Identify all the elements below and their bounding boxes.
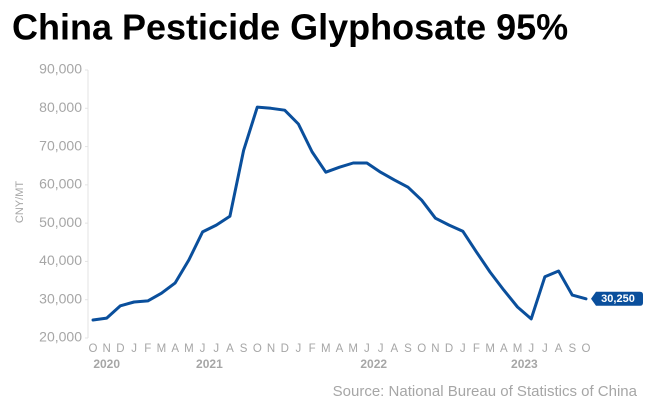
value-label: 30,250	[601, 293, 635, 305]
x-tick-label: S	[240, 343, 248, 355]
x-tick-label: M	[348, 343, 358, 355]
x-tick-label: A	[555, 343, 563, 355]
x-tick-label: M	[184, 343, 194, 355]
y-tick-label: 80,000	[39, 99, 82, 115]
y-tick-label: 20,000	[39, 329, 82, 345]
x-tick-label: S	[568, 343, 576, 355]
x-tick-label: A	[500, 343, 508, 355]
x-tick-label: O	[89, 343, 98, 355]
x-tick-label: F	[473, 343, 480, 355]
data-line	[91, 105, 588, 322]
x-tick-label: S	[404, 343, 412, 355]
x-tick-label: J	[131, 343, 137, 355]
y-axis-label: CNY/MT	[14, 181, 26, 223]
x-tick-label: M	[321, 343, 331, 355]
year-label: 2021	[196, 357, 223, 371]
x-tick-label: J	[542, 343, 548, 355]
x-tick-label: O	[417, 343, 426, 355]
y-tick-label: 40,000	[39, 252, 82, 268]
x-tick-label: O	[253, 343, 262, 355]
x-tick-label: N	[431, 343, 439, 355]
x-tick-label: M	[485, 343, 495, 355]
year-label: 2020	[93, 357, 120, 371]
x-tick-label: J	[213, 343, 219, 355]
x-tick-label: A	[390, 343, 398, 355]
x-tick-label: D	[445, 343, 453, 355]
x-tick-label: J	[460, 343, 466, 355]
source-note: Source: National Bureau of Statistics of…	[333, 383, 638, 400]
x-tick-label: J	[364, 343, 370, 355]
x-tick-label: D	[116, 343, 124, 355]
y-tick-label: 70,000	[39, 137, 82, 153]
year-label: 2022	[360, 357, 387, 371]
x-tick-label: N	[267, 343, 275, 355]
x-tick-label: F	[144, 343, 151, 355]
x-tick-label: J	[378, 343, 384, 355]
x-tick-label: A	[336, 343, 344, 355]
x-tick-label: M	[513, 343, 523, 355]
x-tick-label: J	[528, 343, 534, 355]
x-tick-label: M	[157, 343, 167, 355]
x-tick-label: F	[309, 343, 316, 355]
x-tick-label: A	[226, 343, 234, 355]
value-label-box	[591, 291, 643, 306]
x-tick-label: J	[296, 343, 302, 355]
x-tick-label: N	[103, 343, 111, 355]
y-tick-label: 60,000	[39, 176, 82, 192]
y-tick-label: 50,000	[39, 214, 82, 230]
x-tick-label: D	[281, 343, 289, 355]
x-tick-label: J	[200, 343, 206, 355]
y-tick-label: 30,000	[39, 290, 82, 306]
chart-title: China Pesticide Glyphosate 95%	[12, 7, 568, 48]
year-label: 2023	[511, 357, 538, 371]
x-tick-label: O	[582, 343, 591, 355]
y-tick-label: 90,000	[39, 61, 82, 77]
x-tick-label: A	[171, 343, 179, 355]
